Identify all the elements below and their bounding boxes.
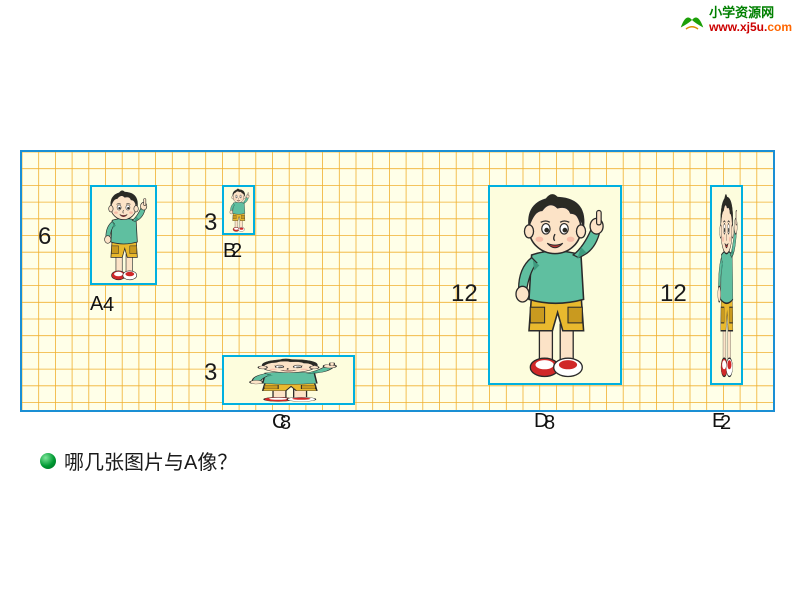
image-c (222, 355, 355, 405)
label-b-height: 3 (204, 209, 217, 237)
bullet-icon (40, 453, 56, 469)
image-label-a: A (90, 293, 103, 316)
image-e (710, 185, 743, 385)
image-label-b: B (223, 240, 236, 263)
image-label-e: E (712, 410, 725, 433)
label-c-height: 3 (204, 359, 217, 387)
question-text: 哪几张图片与A像？ (64, 446, 237, 475)
image-d (488, 185, 622, 385)
image-label-d: D (534, 410, 548, 433)
label-a-width: 4 (103, 294, 114, 317)
label-a-height: 6 (38, 223, 51, 251)
logo-text-cn: 小学资源网 (709, 6, 792, 19)
image-b (222, 185, 255, 235)
site-logo: 小学资源网 www.xj5u.com (677, 6, 792, 35)
logo-leaf-icon (677, 8, 707, 34)
image-a (90, 185, 157, 285)
label-d-height: 12 (451, 280, 478, 308)
question-row: 哪几张图片与A像？ (40, 446, 237, 475)
image-label-c: C (272, 411, 286, 434)
label-e-height: 12 (660, 280, 687, 308)
logo-url: www.xj5u.com (709, 19, 792, 35)
